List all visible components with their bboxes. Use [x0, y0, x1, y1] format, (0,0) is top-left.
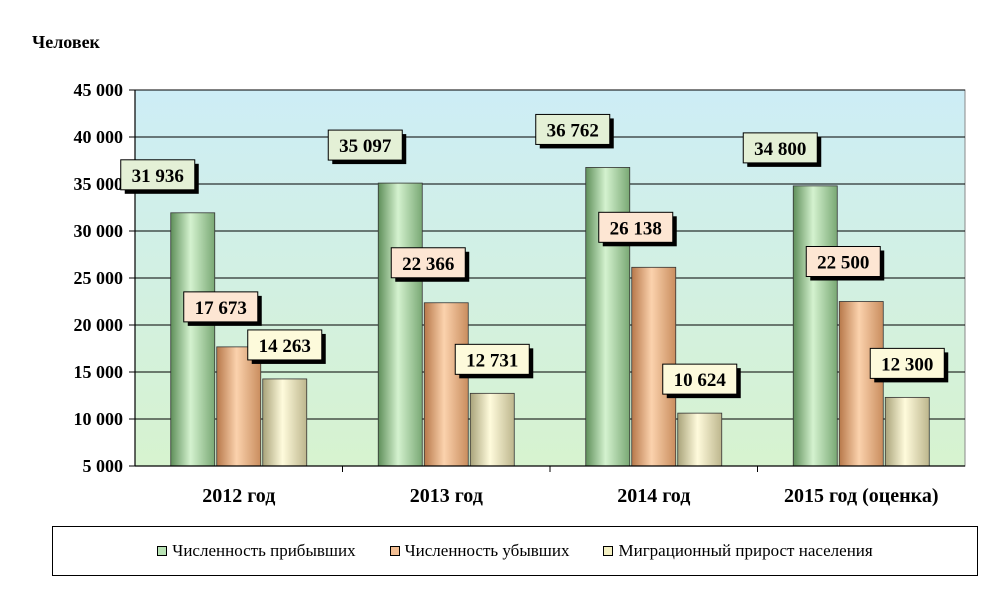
data-label-text: 35 097 [339, 136, 392, 157]
x-tick-label: 2013 год [410, 485, 483, 507]
data-label: 31 936 [120, 159, 199, 194]
y-tick-label: 40 000 [74, 127, 124, 147]
bar-arrivals [792, 185, 838, 467]
x-tick-label: 2012 год [202, 485, 275, 507]
y-tick-label: 30 000 [74, 221, 124, 241]
bar-migration-growth [677, 412, 723, 467]
data-label-box [390, 247, 466, 279]
legend-label-departures: Численность убывших [404, 541, 570, 560]
bar-departures [216, 346, 262, 467]
bar-arrivals [170, 212, 216, 467]
data-label: 35 097 [327, 129, 407, 165]
data-label-text: 22 500 [817, 253, 869, 274]
bar-departures [423, 302, 469, 467]
y-tick-label: 25 000 [74, 268, 124, 288]
data-label-text: 12 300 [881, 354, 933, 375]
data-label: 22 366 [390, 247, 470, 282]
data-label: 34 800 [742, 132, 822, 167]
y-tick-label: 35 000 [74, 174, 124, 194]
y-tick-label: 5 000 [83, 456, 124, 476]
legend-item-departures: Численность убывших [389, 541, 570, 561]
chart: Человек 5 000 10 000 15 000 20 000 25 000 30 … [32, 32, 966, 507]
data-label-text: 31 936 [132, 166, 184, 187]
data-label: 14 263 [247, 329, 326, 364]
legend-swatch-arrivals [157, 546, 168, 556]
y-tick-label: 45 000 [74, 80, 124, 100]
data-label-text: 17 673 [195, 298, 247, 319]
data-label-box [869, 347, 945, 379]
legend-item-arrivals: Численность прибывших [157, 541, 356, 561]
data-label: 12 731 [454, 343, 534, 379]
legend-swatch-migration-growth [603, 546, 614, 556]
y-tick-label: 10 000 [74, 409, 124, 429]
data-label: 12 300 [869, 347, 949, 383]
legend-label-migration-growth: Миграционный прирост населения [618, 541, 873, 560]
data-label-text: 26 138 [610, 218, 662, 239]
data-label-text: 10 624 [674, 370, 727, 391]
legend: Численность прибывших Численность убывши… [52, 526, 978, 576]
legend-label-arrivals: Численность прибывших [172, 541, 356, 560]
data-label: 22 500 [805, 246, 885, 281]
x-tick-label: 2015 год (оценка) [784, 485, 939, 507]
data-label: 36 762 [535, 113, 614, 149]
legend-swatch-departures [389, 546, 400, 556]
data-label-text: 34 800 [754, 139, 806, 160]
bar-migration-growth [884, 396, 930, 467]
legend-item-migration-growth: Миграционный прирост населения [603, 541, 873, 561]
data-label-box [327, 129, 403, 161]
data-label-box [454, 343, 530, 375]
bar-departures [838, 301, 884, 467]
data-label-box [183, 291, 259, 323]
bar-migration-growth [262, 378, 308, 467]
data-label-box [662, 363, 738, 395]
y-tick-label: 15 000 [74, 362, 124, 382]
data-label-box [120, 159, 196, 191]
data-label: 17 673 [183, 291, 262, 326]
data-label-box [805, 246, 881, 277]
data-label-box [742, 132, 818, 164]
x-tick-label: 2014 год [617, 485, 690, 507]
data-label-box [598, 211, 674, 243]
data-label: 26 138 [598, 211, 677, 247]
y-axis-title: Человек [32, 32, 101, 52]
data-label: 10 624 [662, 363, 741, 399]
data-label-text: 14 263 [259, 336, 311, 357]
data-label-box [535, 113, 611, 145]
y-tick-label: 20 000 [74, 315, 124, 335]
data-label-text: 22 366 [402, 254, 454, 275]
data-label-text: 12 731 [466, 350, 518, 371]
bar-arrivals [377, 182, 423, 467]
data-label-box [247, 329, 323, 361]
data-label-text: 36 762 [547, 120, 599, 141]
bar-migration-growth [469, 392, 515, 467]
